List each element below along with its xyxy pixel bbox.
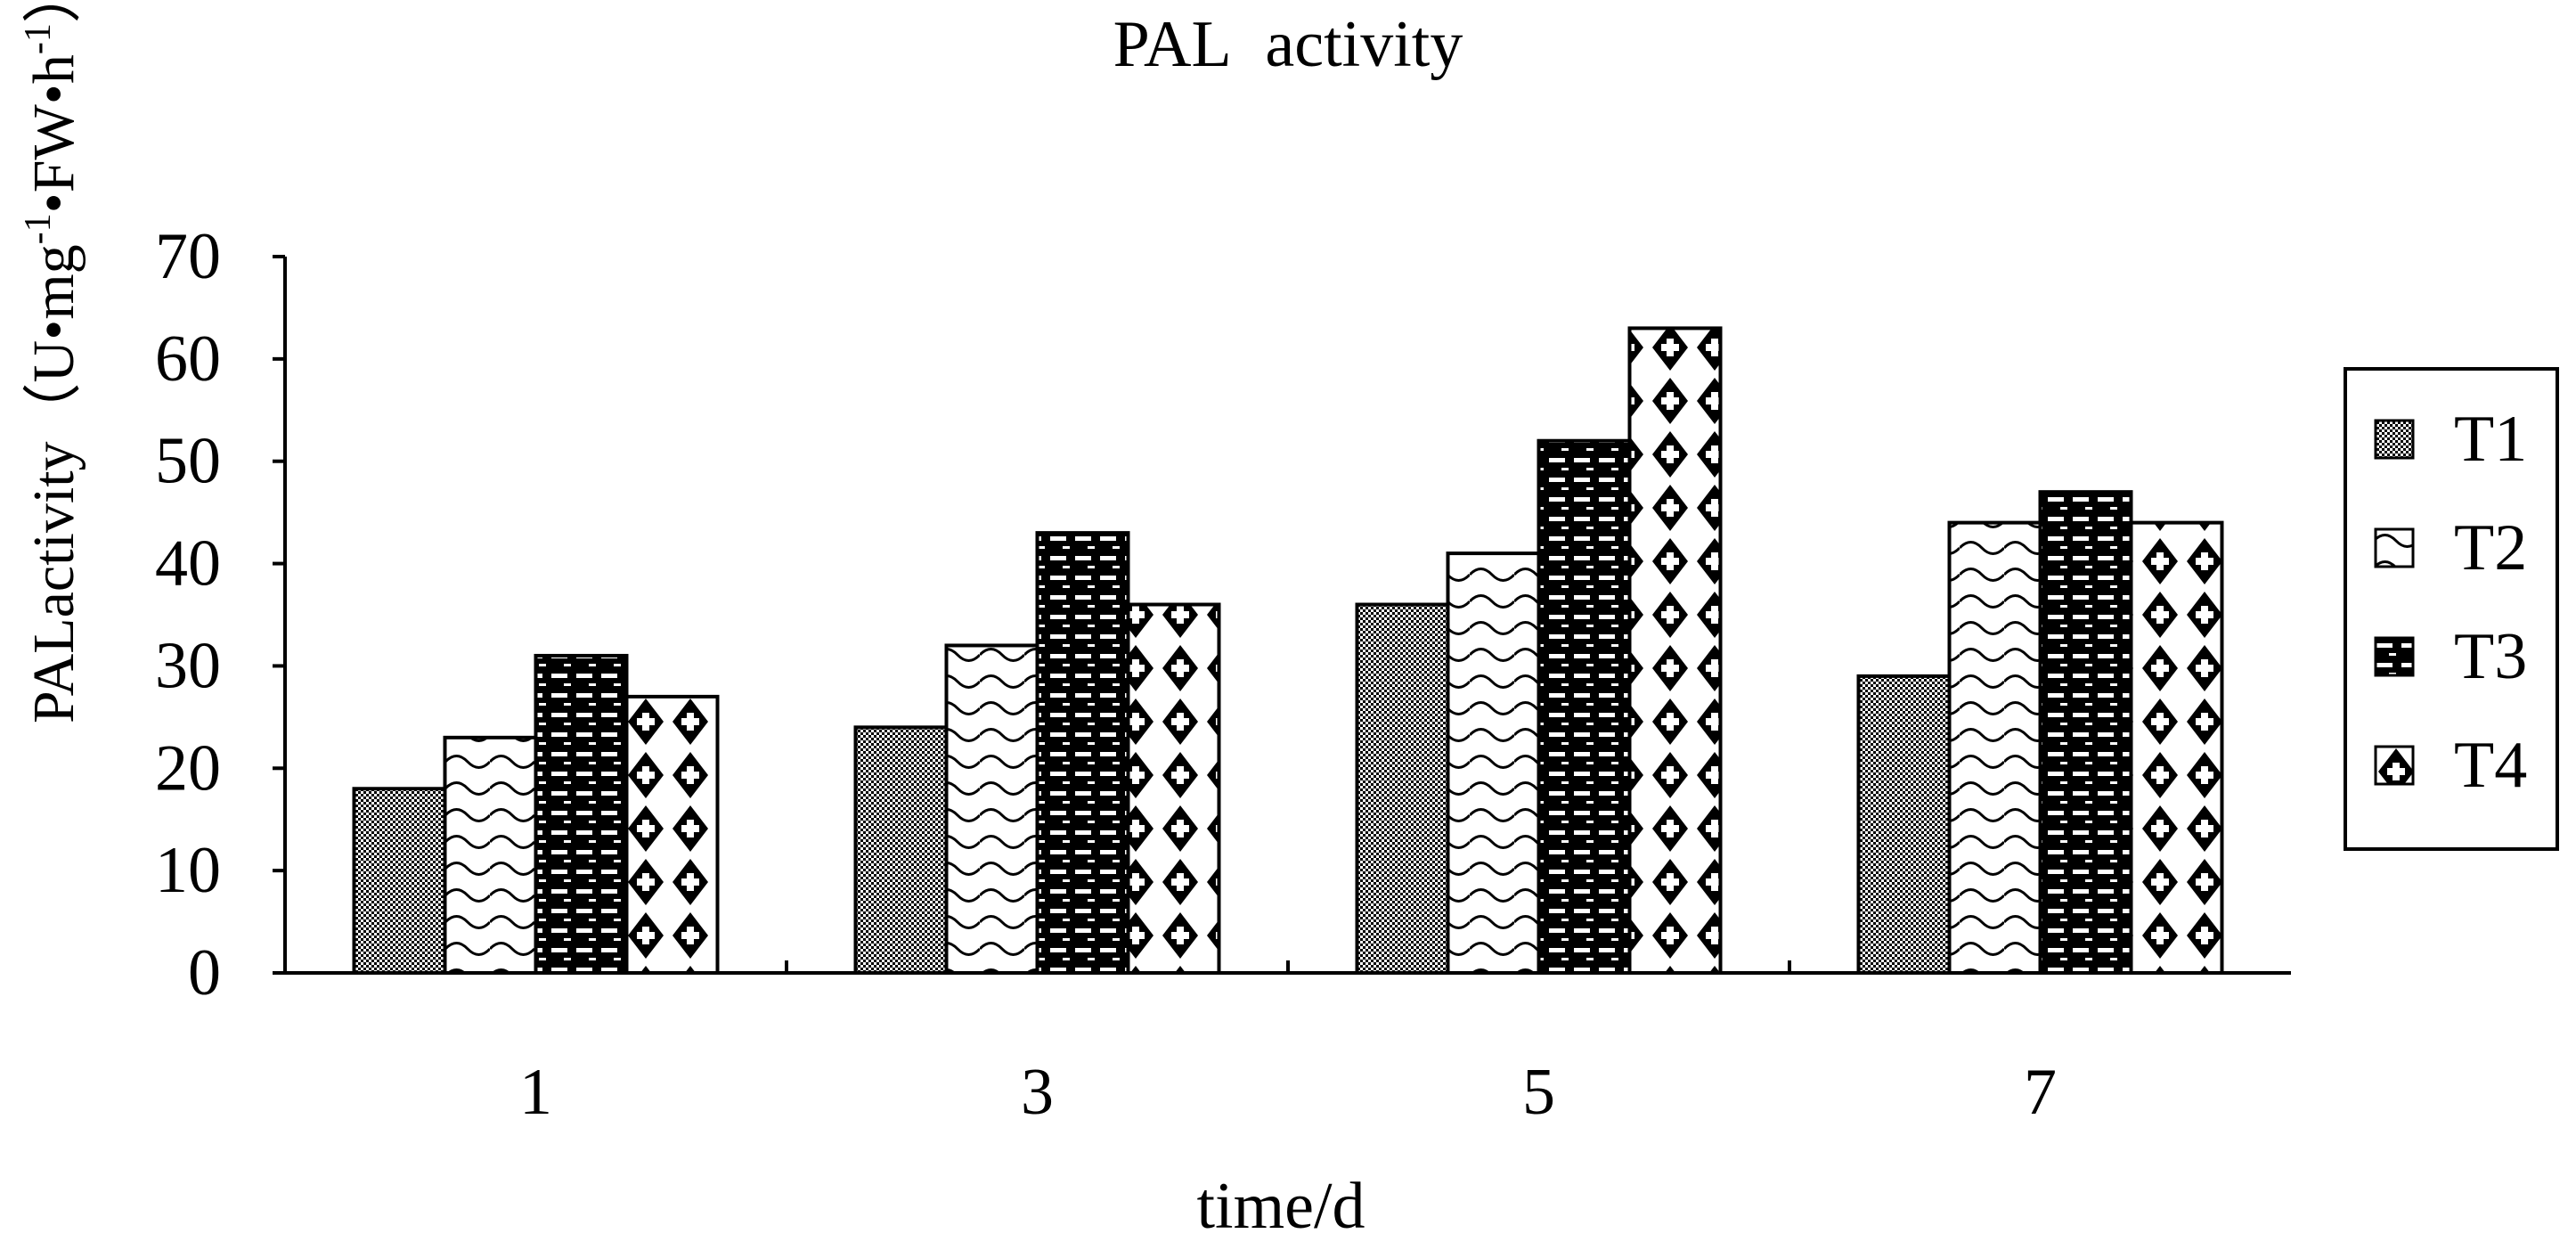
legend: T1 T2 T3 T4 bbox=[2344, 367, 2559, 851]
bar-T1-3 bbox=[853, 725, 949, 975]
bar-T2-3 bbox=[944, 643, 1039, 975]
legend-label-T4: T4 bbox=[2454, 729, 2528, 802]
bar-T3-3 bbox=[1035, 531, 1130, 975]
y-tick-label: 30 bbox=[155, 629, 221, 702]
bar-T3-7 bbox=[2038, 490, 2133, 975]
legend-label-T1: T1 bbox=[2454, 403, 2528, 476]
y-axis-ticks: 0 10 20 30 40 50 60 70 bbox=[155, 220, 285, 1009]
legend-swatch-T3 bbox=[2374, 636, 2415, 677]
bar-T3-1 bbox=[534, 653, 629, 975]
x-tick-label: 3 bbox=[1021, 1056, 1054, 1129]
bar-T4-3 bbox=[1126, 602, 1221, 975]
bar-T4-7 bbox=[2129, 520, 2224, 976]
x-tick-label: 5 bbox=[1522, 1056, 1555, 1129]
bar-T2-7 bbox=[1947, 520, 2042, 976]
y-tick-label: 20 bbox=[155, 731, 221, 805]
y-axis-label: PALactivity（U•mg-1•FW•h-1） bbox=[18, 0, 86, 723]
y-axis-label-mid: •FW•h bbox=[21, 54, 86, 213]
y-tick-label: 50 bbox=[155, 425, 221, 498]
bar-T3-5 bbox=[1537, 438, 1632, 975]
y-tick-label: 60 bbox=[155, 323, 221, 396]
y-tick-label: 70 bbox=[155, 220, 221, 293]
bar-T4-1 bbox=[624, 694, 720, 976]
y-tick-label: 40 bbox=[155, 527, 221, 600]
chart-title: PAL activity bbox=[1113, 8, 1463, 81]
bars bbox=[352, 326, 2224, 976]
legend-label-T3: T3 bbox=[2454, 620, 2528, 693]
y-axis-label-sup1: -1 bbox=[18, 213, 59, 244]
x-tick-label: 1 bbox=[519, 1056, 552, 1129]
bar-T2-5 bbox=[1446, 551, 1541, 975]
y-axis-label-end: ） bbox=[21, 0, 86, 23]
y-axis-label-main: PALactivity（U•mg bbox=[21, 244, 86, 723]
bar-T2-1 bbox=[443, 735, 538, 975]
y-axis-label-sup2: -1 bbox=[18, 23, 59, 54]
legend-label-T2: T2 bbox=[2454, 511, 2528, 584]
x-axis-ticks: 1 3 5 7 bbox=[519, 960, 2057, 1129]
x-tick-label: 7 bbox=[2024, 1056, 2057, 1129]
legend-swatch-T2 bbox=[2374, 527, 2415, 568]
legend-swatch-T1 bbox=[2374, 419, 2415, 460]
y-tick-label: 10 bbox=[155, 834, 221, 907]
x-axis-label: time/d bbox=[1196, 1170, 1365, 1243]
legend-swatch-T4 bbox=[2374, 745, 2415, 786]
bar-T1-5 bbox=[1355, 602, 1450, 975]
bar-T1-1 bbox=[352, 787, 447, 975]
bar-T4-5 bbox=[1627, 326, 1723, 975]
y-tick-label: 0 bbox=[188, 936, 221, 1009]
bar-T1-7 bbox=[1856, 674, 1952, 976]
